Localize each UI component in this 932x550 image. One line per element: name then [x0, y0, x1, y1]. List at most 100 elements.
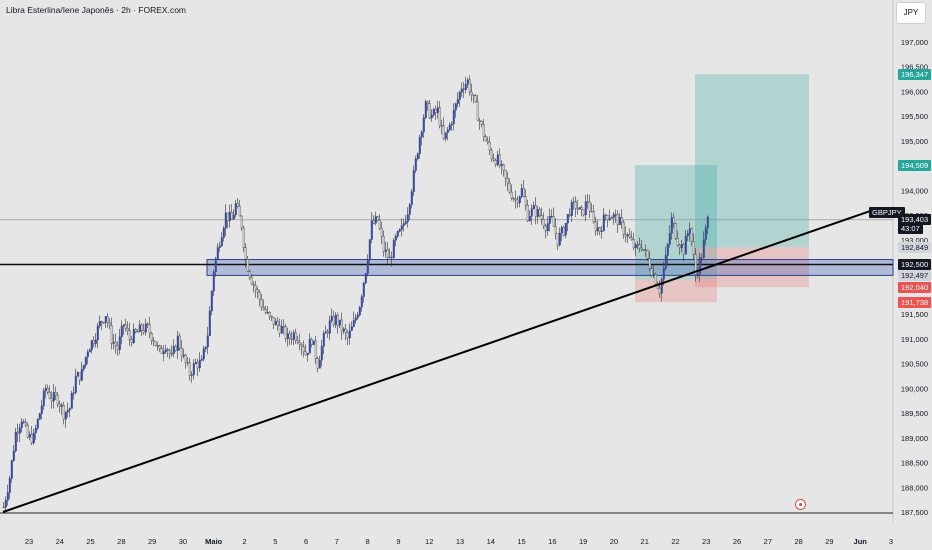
candle [114, 341, 117, 347]
candle [324, 331, 327, 334]
candle [122, 324, 125, 327]
price-axis-label: 191,738 [898, 296, 932, 308]
candle [164, 349, 167, 352]
candle [468, 79, 471, 93]
candle [564, 222, 567, 236]
candle [624, 234, 627, 237]
candle [628, 234, 631, 238]
candle [136, 331, 139, 333]
candle [16, 431, 19, 434]
candle [560, 227, 563, 234]
candle [62, 404, 65, 420]
candle [558, 232, 561, 246]
candle [152, 340, 155, 343]
candle [488, 142, 491, 151]
economic-event-icon[interactable] [795, 499, 806, 510]
candle [318, 360, 321, 369]
candle [530, 208, 533, 217]
time-tick-label: 6 [304, 537, 308, 546]
candle [432, 108, 435, 116]
candle [538, 209, 541, 216]
candle [360, 296, 363, 308]
time-tick-label: 23 [702, 537, 710, 546]
candle [108, 322, 111, 326]
candle [350, 326, 353, 331]
candle [130, 339, 133, 343]
candle [246, 258, 249, 272]
currency-unit-button[interactable]: JPY [896, 2, 926, 24]
price-axis-label: 196,347 [898, 68, 932, 80]
candle [38, 413, 41, 420]
candle [294, 332, 297, 341]
candle [678, 245, 681, 249]
price-tick-label: 188,000 [901, 483, 928, 492]
candle [98, 321, 101, 327]
candle [262, 306, 265, 310]
candle [438, 107, 441, 127]
candle [396, 231, 399, 237]
position-target-zone-2 [695, 74, 809, 248]
candle [110, 325, 113, 344]
candle [102, 322, 105, 324]
candle [334, 315, 337, 325]
candle [684, 235, 687, 255]
candle [510, 191, 513, 199]
candle [638, 244, 641, 249]
time-tick-label: 29 [825, 537, 833, 546]
candle [32, 432, 35, 444]
candle [626, 234, 629, 237]
time-tick-label: 27 [764, 537, 772, 546]
candle [486, 140, 489, 143]
candle [92, 340, 95, 344]
price-tick-label: 194,000 [901, 186, 928, 195]
candle [596, 227, 599, 232]
candle [182, 354, 185, 357]
candle [186, 362, 189, 364]
candle [404, 221, 407, 224]
candle [490, 149, 493, 160]
candle [622, 221, 625, 235]
candle [518, 196, 521, 204]
time-tick-label: 7 [335, 537, 339, 546]
candle [150, 332, 153, 341]
price-axis-label: 192,849 [898, 241, 932, 253]
candle [280, 326, 283, 334]
candle [682, 244, 685, 255]
candle [132, 329, 135, 343]
candle [580, 207, 583, 210]
candle [420, 131, 423, 138]
position-target-zone-1 [635, 165, 717, 280]
candle [594, 221, 597, 232]
chart-title: Libra Esterlina/Iene Japonês · 2h · FORE… [6, 5, 186, 15]
candle [20, 421, 23, 428]
price-tick-label: 187,500 [901, 508, 928, 517]
candle [374, 216, 377, 224]
price-axis-label: 192,500 [898, 259, 932, 270]
time-tick-label: 15 [517, 537, 525, 546]
support-zone [206, 259, 894, 276]
candle [86, 351, 89, 358]
candle [322, 332, 325, 347]
price-tick-label: 188,500 [901, 459, 928, 468]
candle [576, 207, 579, 210]
candle [514, 198, 517, 201]
candle [704, 227, 707, 240]
candle [332, 316, 335, 325]
price-axis-label: 193,403 [898, 214, 932, 226]
candle [366, 259, 369, 274]
candle [450, 123, 453, 126]
candle [454, 103, 457, 111]
candle [146, 323, 149, 325]
candle [504, 170, 507, 179]
candle [642, 249, 645, 251]
candle [218, 245, 221, 248]
candle [442, 125, 445, 139]
candle [306, 352, 309, 356]
candle [458, 91, 461, 100]
candle [702, 239, 705, 258]
candle [272, 317, 275, 326]
candle [28, 434, 31, 438]
candle [60, 404, 63, 407]
